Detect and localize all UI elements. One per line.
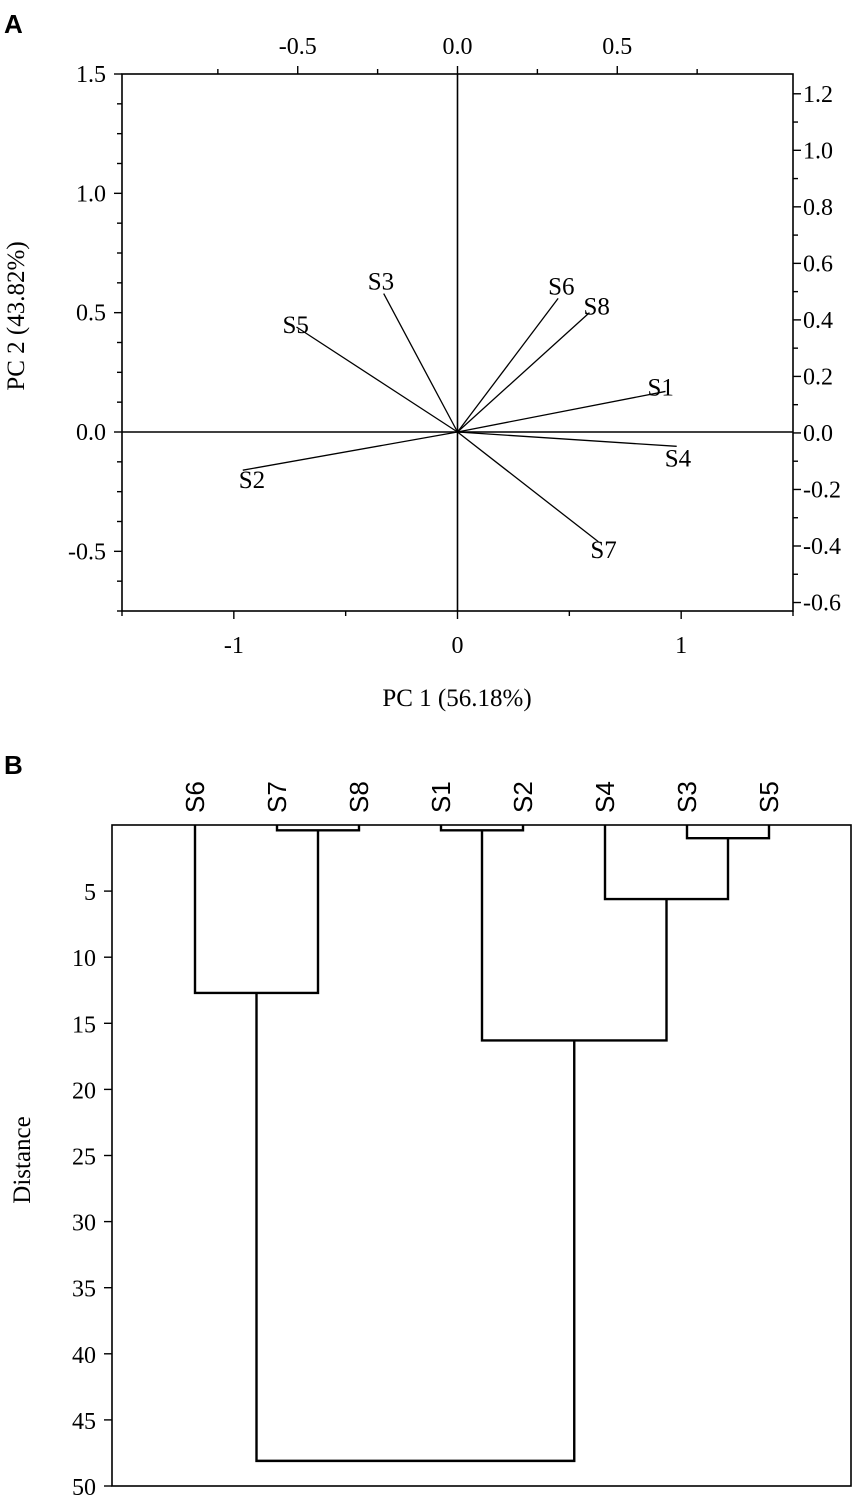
pca-right-tick-label: -0.2 — [803, 477, 841, 503]
dendrogram-y-tick-label: 50 — [72, 1475, 96, 1501]
dendrogram-leaf-label-s4: S4 — [590, 781, 620, 813]
pca-right-tick-label: 0.6 — [803, 251, 833, 277]
dendrogram-y-axis-title: Distance — [9, 1116, 36, 1203]
dendrogram-leaf-label-s2: S2 — [508, 781, 538, 813]
dendrogram-y-tick-label: 10 — [72, 946, 96, 972]
pca-vectors: S1 S2 S3 S4 S5 S6 S7 S8 — [239, 269, 692, 564]
dendrogram-y-tick-label: 35 — [72, 1277, 96, 1303]
dendrogram-y-tick-label: 15 — [72, 1012, 96, 1038]
pca-right-tick-label: 0.2 — [803, 364, 833, 390]
pca-biplot-panel: A -1 0 1 -0.5 0.0 0.5 1.0 1.5 -0.5 0.0 0.5 1.2 1.0 0.… — [3, 9, 841, 712]
pca-x-axis-title: PC 1 (56.18%) — [382, 685, 531, 712]
pca-x-tick-label: 1 — [675, 633, 687, 659]
dendrogram-leaf-label-s1: S1 — [426, 781, 456, 813]
panel-label-a: A — [4, 9, 23, 39]
pca-vector-s5 — [296, 326, 458, 433]
pca-vector-label-s1: S1 — [648, 374, 674, 401]
pca-right-tick-label: 0.4 — [803, 308, 833, 334]
dendrogram-y-tick-label: 20 — [72, 1078, 96, 1104]
pca-top-tick-label: 0.0 — [443, 34, 473, 60]
pca-y-tick-label: 0.5 — [76, 301, 106, 327]
pca-vector-s4 — [457, 431, 677, 447]
pca-right-tick-label: -0.4 — [803, 534, 841, 560]
dendrogram-leaf-label-s3: S3 — [672, 781, 702, 813]
pca-vector-s8 — [457, 312, 590, 433]
pca-y-tick-label: 0.0 — [76, 420, 106, 446]
pca-y-tick-label: 1.0 — [76, 181, 106, 207]
dendrogram-leaf-label-s5: S5 — [754, 781, 784, 813]
dendrogram-y-tick-label: 45 — [72, 1409, 96, 1435]
dendrogram-link-4 — [603, 825, 730, 901]
dendrogram-link-3 — [685, 825, 771, 840]
dendrogram-y-tick-label: 5 — [84, 880, 96, 906]
pca-right-tick-label: 1.0 — [803, 138, 833, 164]
dendrogram-y-tick-label: 30 — [72, 1211, 96, 1237]
pca-vector-label-s4: S4 — [665, 445, 692, 472]
pca-vector-label-s2: S2 — [239, 467, 265, 494]
panel-label-b: B — [4, 750, 23, 780]
pca-right-tick-label: 0.0 — [803, 421, 833, 447]
pca-vector-s1 — [457, 390, 666, 433]
pca-right-tick-label: 0.8 — [803, 195, 833, 221]
pca-right-tick-label: 1.2 — [803, 82, 833, 108]
pca-vector-label-s8: S8 — [583, 294, 609, 321]
pca-y-tick-label: -0.5 — [68, 539, 106, 565]
pca-top-tick-label: -0.5 — [279, 34, 317, 60]
pca-vector-s3 — [383, 293, 459, 433]
pca-vector-label-s5: S5 — [282, 312, 308, 339]
dendrogram-leaf-label-s8: S8 — [344, 781, 374, 813]
dendrogram-leaf-label-s6: S6 — [180, 781, 210, 813]
pca-y-tick-label: 1.5 — [76, 62, 106, 88]
pca-vector-s6 — [456, 297, 559, 433]
dendrogram-panel: B 5 10 15 20 25 30 35 40 45 50 S6 S7 S8 S1 S2 S4 S3 S5 D… — [4, 750, 852, 1501]
pca-vector-s7 — [457, 431, 599, 543]
pca-y-axis-title: PC 2 (43.82%) — [3, 241, 30, 390]
pca-x-tick-label: -1 — [224, 633, 244, 659]
pca-vector-label-s3: S3 — [368, 269, 394, 296]
dendrogram-leaves: S6 S7 S8 S1 S2 S4 S3 S5 — [180, 781, 784, 813]
dendrogram-links — [193, 825, 771, 1463]
pca-axes: -1 0 1 -0.5 0.0 0.5 1.0 1.5 -0.5 0.0 0.5 1.2 1.0 0.8 0… — [68, 34, 841, 659]
dendrogram-leaf-label-s7: S7 — [262, 781, 292, 813]
dendrogram-y-tick-label: 25 — [72, 1145, 96, 1171]
pca-vector-label-s7: S7 — [590, 537, 616, 564]
pca-x-tick-label: 0 — [452, 633, 464, 659]
dendrogram-link-5 — [193, 825, 320, 995]
pca-vector-label-s6: S6 — [548, 273, 574, 300]
pca-vector-s2 — [242, 431, 458, 471]
dendrogram-axes: 5 10 15 20 25 30 35 40 45 50 — [72, 880, 112, 1501]
pca-top-tick-label: 0.5 — [602, 34, 632, 60]
dendrogram-link-6 — [480, 830, 668, 1042]
pca-right-tick-label: -0.6 — [803, 591, 841, 617]
dendrogram-y-tick-label: 40 — [72, 1343, 96, 1369]
dendrogram-link-7 — [255, 992, 576, 1463]
